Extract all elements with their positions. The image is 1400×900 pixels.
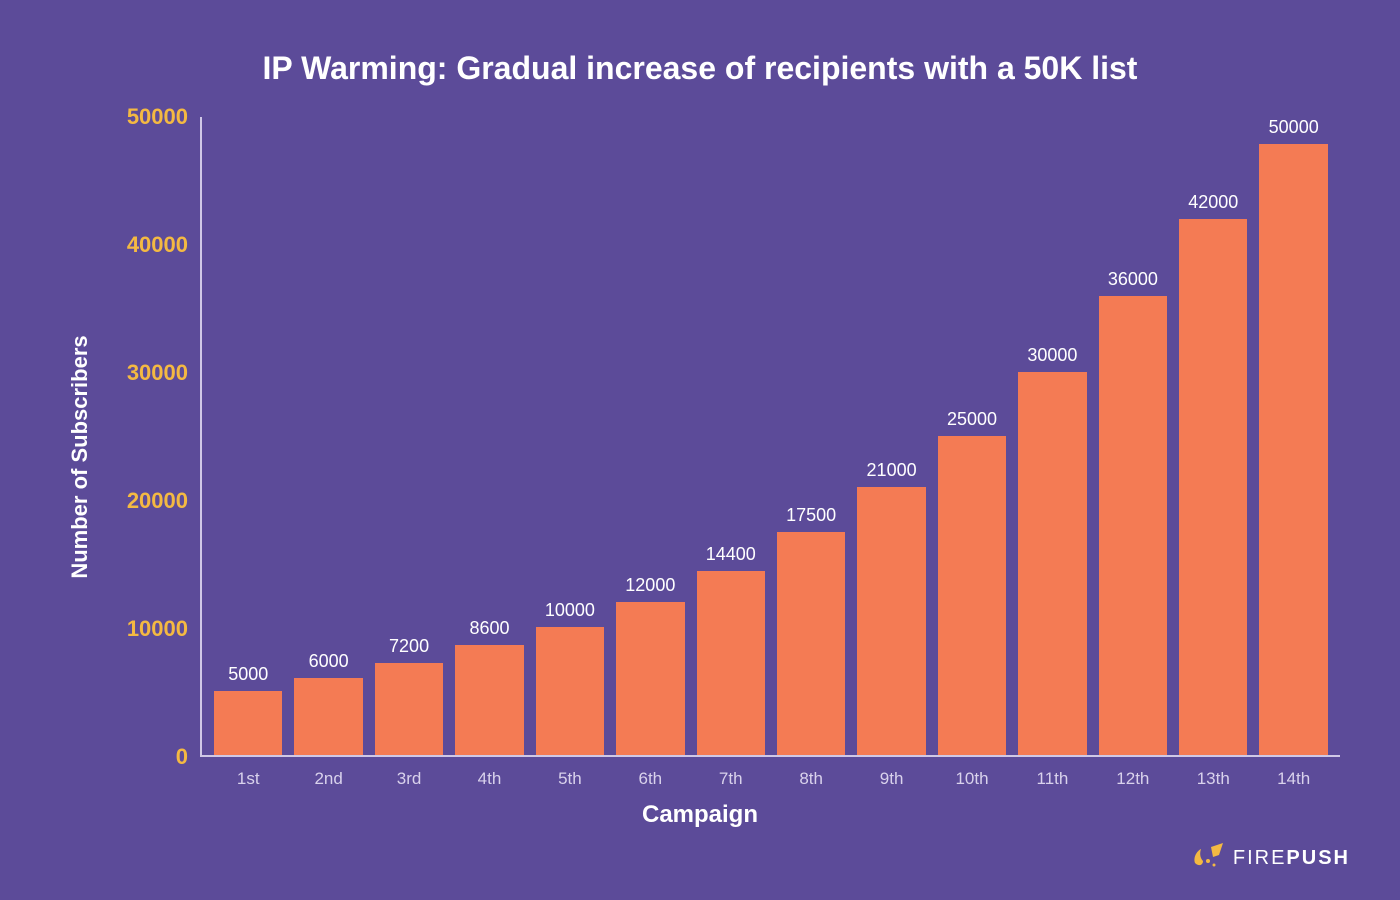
- y-tick-label: 20000: [127, 488, 188, 514]
- chart-canvas: IP Warming: Gradual increase of recipien…: [0, 0, 1400, 900]
- bar: [536, 627, 604, 755]
- x-tick-label: 14th: [1253, 769, 1333, 789]
- bar: [1179, 219, 1247, 755]
- bar: [214, 691, 282, 755]
- bar-value-label: 14400: [706, 544, 756, 565]
- brand-logo: FIREPUSH: [1191, 841, 1350, 876]
- y-tick-label: 50000: [127, 104, 188, 130]
- bar-slot: 36000: [1093, 117, 1173, 755]
- bar-value-label: 30000: [1027, 345, 1077, 366]
- x-axis-ticks: 1st2nd3rd4th5th6th7th8th9th10th11th12th1…: [202, 769, 1340, 789]
- bar-slot: 7200: [369, 117, 449, 755]
- x-tick-label: 6th: [610, 769, 690, 789]
- bar: [1018, 372, 1086, 755]
- bars-container: 5000 6000 7200 8600 10000 12000 14400 17500 2100…: [202, 117, 1340, 755]
- y-tick-label: 10000: [127, 616, 188, 642]
- x-tick-label: 13th: [1173, 769, 1253, 789]
- bar-value-label: 5000: [228, 664, 268, 685]
- bar-slot: 10000: [530, 117, 610, 755]
- bar-slot: 14400: [691, 117, 771, 755]
- bar-slot: 25000: [932, 117, 1012, 755]
- x-tick-label: 4th: [449, 769, 529, 789]
- brand-second-word: PUSH: [1286, 847, 1350, 869]
- x-tick-label: 10th: [932, 769, 1012, 789]
- bar-value-label: 17500: [786, 505, 836, 526]
- bar-value-label: 25000: [947, 409, 997, 430]
- x-tick-label: 11th: [1012, 769, 1092, 789]
- bar-slot: 8600: [449, 117, 529, 755]
- chart-title: IP Warming: Gradual increase of recipien…: [60, 50, 1340, 87]
- bar: [1099, 296, 1167, 755]
- flame-rocket-icon: [1191, 841, 1225, 876]
- x-tick-label: 3rd: [369, 769, 449, 789]
- brand-logo-text: FIREPUSH: [1233, 847, 1350, 870]
- brand-first-word: FIRE: [1233, 847, 1287, 869]
- chart-area: Number of Subscribers 0 10000 20000 30000 40…: [60, 117, 1340, 797]
- bar-value-label: 50000: [1269, 117, 1319, 138]
- bar: [1259, 144, 1327, 755]
- plot-region: 5000 6000 7200 8600 10000 12000 14400 17500 2100…: [200, 117, 1340, 757]
- bar-slot: 17500: [771, 117, 851, 755]
- y-tick-label: 30000: [127, 360, 188, 386]
- bar: [697, 571, 765, 755]
- x-tick-label: 5th: [530, 769, 610, 789]
- bar-slot: 12000: [610, 117, 690, 755]
- y-axis-ticks: 01000020000300004000050000: [100, 117, 200, 797]
- x-tick-label: 8th: [771, 769, 851, 789]
- bar: [375, 663, 443, 755]
- bar-slot: 6000: [288, 117, 368, 755]
- bar-value-label: 6000: [309, 651, 349, 672]
- y-axis-label-container: Number of Subscribers: [60, 117, 100, 797]
- x-tick-label: 12th: [1093, 769, 1173, 789]
- bar: [455, 645, 523, 755]
- bar-slot: 21000: [851, 117, 931, 755]
- bar-value-label: 12000: [625, 575, 675, 596]
- bar: [294, 678, 362, 755]
- bar-slot: 5000: [208, 117, 288, 755]
- bar-value-label: 36000: [1108, 269, 1158, 290]
- bar-slot: 30000: [1012, 117, 1092, 755]
- bar-value-label: 42000: [1188, 192, 1238, 213]
- x-tick-label: 9th: [851, 769, 931, 789]
- bar: [616, 602, 684, 755]
- x-tick-label: 2nd: [288, 769, 368, 789]
- y-tick-label: 40000: [127, 232, 188, 258]
- bar: [938, 436, 1006, 755]
- bar-value-label: 21000: [867, 460, 917, 481]
- bar-value-label: 8600: [469, 618, 509, 639]
- x-axis-label: Campaign: [60, 801, 1340, 829]
- bar-slot: 50000: [1253, 117, 1333, 755]
- bar-value-label: 7200: [389, 636, 429, 657]
- y-axis-label: Number of Subscribers: [67, 335, 93, 578]
- bar-value-label: 10000: [545, 600, 595, 621]
- x-tick-label: 1st: [208, 769, 288, 789]
- x-tick-label: 7th: [691, 769, 771, 789]
- bar: [857, 487, 925, 755]
- bar: [777, 532, 845, 755]
- y-tick-label: 0: [176, 744, 188, 770]
- bar-slot: 42000: [1173, 117, 1253, 755]
